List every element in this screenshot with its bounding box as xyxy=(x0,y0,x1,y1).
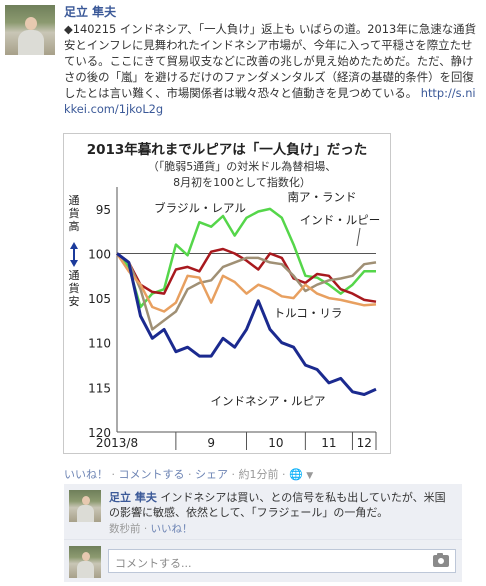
chart-subtitle-2: 8月初を100として指数化） xyxy=(173,175,311,189)
comment-link[interactable]: コメントする xyxy=(118,468,185,481)
leader-line xyxy=(356,227,361,247)
series-line xyxy=(116,252,377,331)
globe-icon[interactable]: 🌐 xyxy=(289,468,303,481)
reply-avatar xyxy=(69,546,101,578)
separator: · xyxy=(188,468,192,481)
comment-body: インドネシアは買い、との信号を私も出していたが、米国の影響に敏感、依然として、「… xyxy=(109,491,446,519)
post-text: ◆140215 インドネシア、「一人負け」返上も いばらの道。2013年に急速な… xyxy=(64,21,480,117)
y-label-char: 通 xyxy=(69,194,80,207)
y-label-char: 貨 xyxy=(69,206,80,220)
comment-text-block: 足立 隼夫 インドネシアは買い、との信号を私も出していたが、米国の影響に敏感、依… xyxy=(109,490,454,520)
chart-image[interactable]: 2013年暮れまでルピアは「一人負け」だった （「脆弱5通貨」の対米ドル為替相場… xyxy=(63,133,391,454)
like-link[interactable]: いいね！ xyxy=(64,468,108,481)
series-label: インドネシア・ルピア xyxy=(211,394,326,408)
chart-lines xyxy=(115,207,377,396)
comment-item: 足立 隼夫 インドネシアは買い、との信号を私も出していたが、米国の影響に敏感、依… xyxy=(64,484,462,540)
y-tick-label: 105 xyxy=(88,292,111,306)
commenter-avatar[interactable] xyxy=(69,490,101,522)
separator: · xyxy=(143,523,148,535)
series-label: 南ア・ランド xyxy=(288,190,357,204)
comment-input-placeholder: コメントする... xyxy=(115,557,192,570)
y-label-char: 高 xyxy=(69,219,80,233)
chart-grid: 95 100 105 110 115 120 xyxy=(88,187,376,440)
chart-subtitle-1: （「脆弱5通貨」の対米ドル為替相場、 xyxy=(148,159,337,173)
comment-meta: 数秒前 · いいね！ xyxy=(109,521,193,536)
arrow-up-icon xyxy=(70,242,78,249)
comment-input[interactable]: コメントする... xyxy=(108,549,456,573)
y-tick-label: 95 xyxy=(96,203,111,217)
y-tick-label: 115 xyxy=(88,381,111,395)
arrow-down-icon xyxy=(70,260,78,267)
comment-time[interactable]: 数秒前 xyxy=(109,523,141,535)
y-tick-label: 120 xyxy=(88,426,111,440)
post-link[interactable]: http://s.nikkei.com/1jkoL2g xyxy=(64,86,476,116)
post-time[interactable]: 約1分前 xyxy=(238,468,279,481)
series-label: インド・ルピー xyxy=(300,213,381,227)
x-axis: 2013/8 9 10 11 12 xyxy=(96,432,377,450)
x-tick-label: 12 xyxy=(357,436,372,450)
comment-author[interactable]: 足立 隼夫 xyxy=(109,491,157,504)
x-tick-label: 2013/8 xyxy=(96,436,138,450)
y-label-char: 貨 xyxy=(69,281,80,295)
x-tick-label: 11 xyxy=(321,436,336,450)
series-line xyxy=(116,207,376,309)
x-tick-label: 9 xyxy=(207,436,215,450)
chart-svg: 2013年暮れまでルピアは「一人負け」だった （「脆弱5通貨」の対米ドル為替相場… xyxy=(69,141,380,450)
share-link[interactable]: シェア xyxy=(195,468,228,481)
chevron-down-icon[interactable]: ▼ xyxy=(306,471,314,481)
series-label: トルコ・リラ xyxy=(274,306,343,320)
camera-icon[interactable] xyxy=(433,553,449,567)
x-tick-label: 10 xyxy=(268,436,283,450)
reply-row: コメントする... xyxy=(64,540,462,582)
y-tick-label: 110 xyxy=(88,337,111,351)
y-label-char: 安 xyxy=(69,294,80,308)
y-label-char: 通 xyxy=(69,269,80,282)
post-actions: いいね！ · コメントする · シェア · 約1分前 · 🌐 ▼ xyxy=(64,466,313,482)
separator: · xyxy=(282,468,286,481)
chart-title: 2013年暮れまでルピアは「一人負け」だった xyxy=(87,141,368,158)
post-author[interactable]: 足立 隼夫 xyxy=(64,5,117,19)
series-line xyxy=(116,252,377,396)
y-tick-label: 100 xyxy=(88,247,111,261)
comment-like-link[interactable]: いいね！ xyxy=(150,523,193,535)
series-label: ブラジル・レアル xyxy=(154,201,246,215)
series-line xyxy=(115,252,377,313)
separator: · xyxy=(231,468,236,481)
separator: · xyxy=(111,468,116,481)
comment-section: 足立 隼夫 インドネシアは買い、との信号を私も出していたが、米国の影響に敏感、依… xyxy=(64,484,462,582)
post-body: ◆140215 インドネシア、「一人負け」返上も いばらの道。2013年に急速な… xyxy=(64,22,476,100)
author-avatar[interactable] xyxy=(5,5,55,55)
